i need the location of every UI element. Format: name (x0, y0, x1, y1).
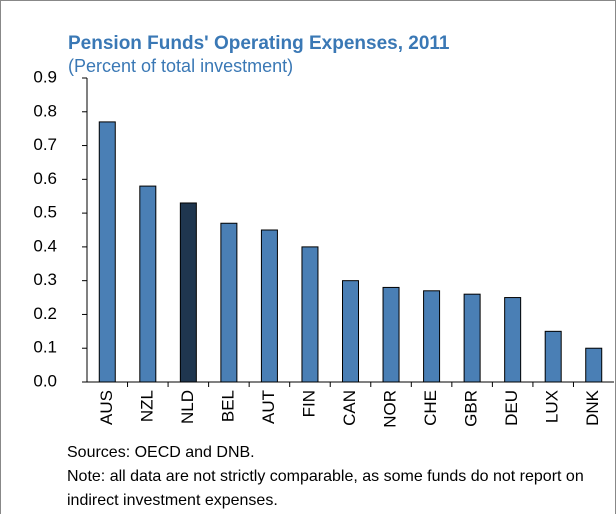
bar (585, 347, 603, 383)
bar (301, 246, 319, 383)
x-tick-label: LUX (543, 390, 562, 423)
x-tick-label: GBR (462, 390, 481, 427)
sources: Sources: OECD and DNB. (67, 444, 255, 461)
bar (220, 222, 238, 383)
y-tick-label: 0.8 (33, 101, 57, 120)
chart-subtitle: (Percent of total investment) (68, 56, 293, 76)
y-tick-label: 0.7 (33, 135, 57, 154)
y-tick-label: 0.3 (33, 270, 57, 289)
bar (423, 290, 441, 383)
x-tick-label: NOR (381, 390, 400, 428)
bar (139, 185, 157, 383)
x-tick-label: CAN (340, 390, 359, 426)
y-tick-label: 0.9 (33, 67, 57, 86)
bar (260, 229, 278, 383)
y-tick-label: 0.0 (33, 371, 57, 390)
y-tick-label: 0.5 (33, 203, 57, 222)
y-tick-label: 0.1 (33, 338, 57, 357)
y-tick-label: 0.6 (33, 169, 57, 188)
notes: Sources: OECD and DNB. Note: all data ar… (67, 441, 607, 513)
x-tick-label: AUS (97, 390, 116, 425)
chart: Pension Funds' Operating Expenses, 2011 … (33, 33, 614, 428)
x-tick-label: BEL (218, 390, 237, 422)
bar (504, 297, 522, 383)
bar (544, 330, 562, 383)
x-tick-label: NLD (178, 390, 197, 424)
x-tick-label: DNK (583, 389, 602, 426)
bar (179, 202, 197, 383)
bar (382, 286, 400, 383)
chart-title: Pension Funds' Operating Expenses, 2011 (68, 33, 450, 54)
x-tick-label: DEU (502, 390, 521, 426)
note: Note: all data are not strictly comparab… (67, 468, 584, 509)
bar (342, 280, 359, 383)
x-tick-label: NZL (137, 390, 156, 422)
x-tick-label: CHE (421, 390, 440, 426)
x-tick-label: AUT (259, 390, 278, 424)
x-tick-label: FIN (299, 390, 318, 417)
bar (463, 293, 481, 383)
bar (98, 121, 116, 383)
y-tick-label: 0.2 (33, 304, 57, 323)
y-tick-label: 0.4 (33, 236, 57, 255)
